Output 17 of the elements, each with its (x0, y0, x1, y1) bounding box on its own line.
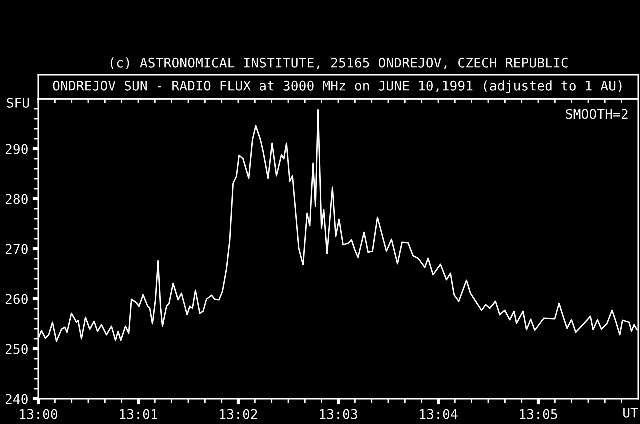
x-tick-label: 13:04 (420, 409, 458, 420)
y-axis-title: SFU (7, 98, 30, 108)
y-tick-label: 290 (6, 144, 28, 154)
x-tick-label: 13:05 (520, 409, 558, 420)
y-tick-label: 260 (6, 294, 28, 304)
x-tick-label: 13:00 (20, 409, 58, 420)
chart-title: ONDREJOV SUN - RADIO FLUX at 3000 MHz on JUNE 10,1991 (adjusted to 1 AU) (53, 80, 622, 94)
x-axis-title: UT (624, 408, 638, 418)
y-tick-label: 250 (6, 344, 28, 354)
y-tick-label: 280 (6, 194, 28, 204)
x-tick-label: 13:01 (120, 409, 158, 420)
x-tick-label: 13:03 (320, 409, 358, 420)
y-tick-label: 270 (6, 244, 28, 254)
y-tick-label: 240 (6, 394, 28, 404)
text: (c) ASTRONOMICAL INSTITUTE, 25165 ONDREJOV, CZECH REPUBLIC (110, 58, 568, 70)
x-tick-label: 13:02 (220, 409, 258, 420)
annotation: SMOOTH=2 (566, 109, 628, 120)
